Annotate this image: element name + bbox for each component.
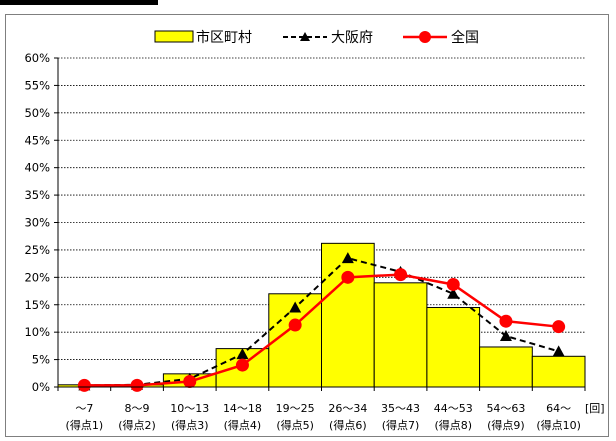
x-tick-label: 35〜43: [381, 402, 420, 415]
x-tick-sublabel: (得点9): [487, 419, 525, 432]
y-tick-label: 5%: [32, 353, 50, 367]
y-tick-label: 30%: [24, 216, 50, 230]
national-point: [552, 320, 566, 334]
y-tick-label: 50%: [24, 106, 50, 120]
national-point: [183, 375, 197, 389]
x-tick-label: 44〜53: [434, 402, 473, 415]
x-tick-sublabel: (得点1): [66, 419, 104, 432]
y-tick-label: 20%: [24, 270, 50, 284]
national-line: [84, 273, 559, 387]
x-tick-label: 64〜: [546, 402, 571, 415]
osaka-point: [341, 252, 354, 264]
x-tick-sublabel: (得点7): [382, 419, 420, 432]
axes: [57, 58, 586, 391]
osaka-point: [552, 345, 565, 357]
line-series: [77, 252, 566, 392]
national-point: [394, 268, 408, 282]
x-tick-sublabel: (得点8): [434, 419, 472, 432]
x-tick-sublabel: (得点5): [276, 419, 314, 432]
x-unit-label: [回]: [585, 402, 605, 415]
bar: [373, 282, 428, 388]
x-tick-sublabel: (得点6): [329, 419, 367, 432]
bar-series: [57, 242, 586, 388]
bar: [479, 346, 533, 388]
x-tick-label: 14〜18: [223, 402, 262, 415]
x-tick-label: 19〜25: [276, 402, 315, 415]
y-tick-label: 55%: [24, 78, 50, 92]
y-tick-label: 40%: [24, 161, 50, 175]
legend-label-bar: 市区町村: [196, 29, 252, 46]
y-tick-label: 45%: [24, 133, 50, 147]
bar: [531, 355, 586, 388]
legend-marker-national: [419, 31, 431, 43]
y-tick-label: 0%: [32, 380, 50, 394]
legend-label-national: 全国: [451, 29, 479, 46]
legend-marker-osaka: [300, 32, 310, 41]
x-tick-label: 26〜34: [328, 402, 367, 415]
bar: [321, 242, 375, 388]
national-point: [77, 378, 91, 392]
y-tick-label: 60%: [24, 51, 50, 65]
x-tick-sublabel: (得点10): [536, 419, 581, 432]
bar: [426, 306, 481, 388]
national-point: [341, 270, 355, 284]
osaka-point: [499, 330, 512, 342]
legend-swatch-bar: [154, 30, 194, 43]
national-point: [499, 314, 513, 328]
legend-label-osaka: 大阪府: [331, 30, 373, 46]
x-tick-label: 8〜9: [125, 402, 150, 415]
x-tick-label: 〜7: [75, 402, 93, 415]
y-tick-label: 10%: [24, 325, 50, 339]
x-tick-sublabel: (得点2): [118, 419, 156, 432]
national-point: [130, 378, 144, 392]
y-tick-labels: 0% 5% 10% 15% 20% 25% 30% 35% 40% 45% 50% 55% 60%: [24, 51, 50, 394]
national-point: [288, 318, 302, 332]
national-point: [446, 277, 460, 291]
x-tick-sublabel: (得点4): [224, 419, 262, 432]
osaka-point: [289, 301, 302, 313]
x-tick-labels: 〜7 (得点1) 8〜9 (得点2) 10〜13 (得点3) 14〜18 (得点4) 19〜25…: [66, 402, 581, 432]
header-bar: [0, 0, 158, 5]
osaka-line: [84, 257, 559, 387]
osaka-point: [447, 287, 460, 299]
legend: 市区町村 大阪府 全国: [154, 29, 479, 46]
y-tick-label: 25%: [24, 243, 50, 257]
x-tick-label: 10〜13: [170, 402, 209, 415]
y-tick-label: 15%: [24, 298, 50, 312]
national-point: [235, 358, 249, 372]
osaka-point: [236, 348, 249, 360]
x-tick-sublabel: (得点3): [171, 419, 209, 432]
y-tick-label: 35%: [24, 188, 50, 202]
x-tick-label: 54〜63: [486, 402, 525, 415]
